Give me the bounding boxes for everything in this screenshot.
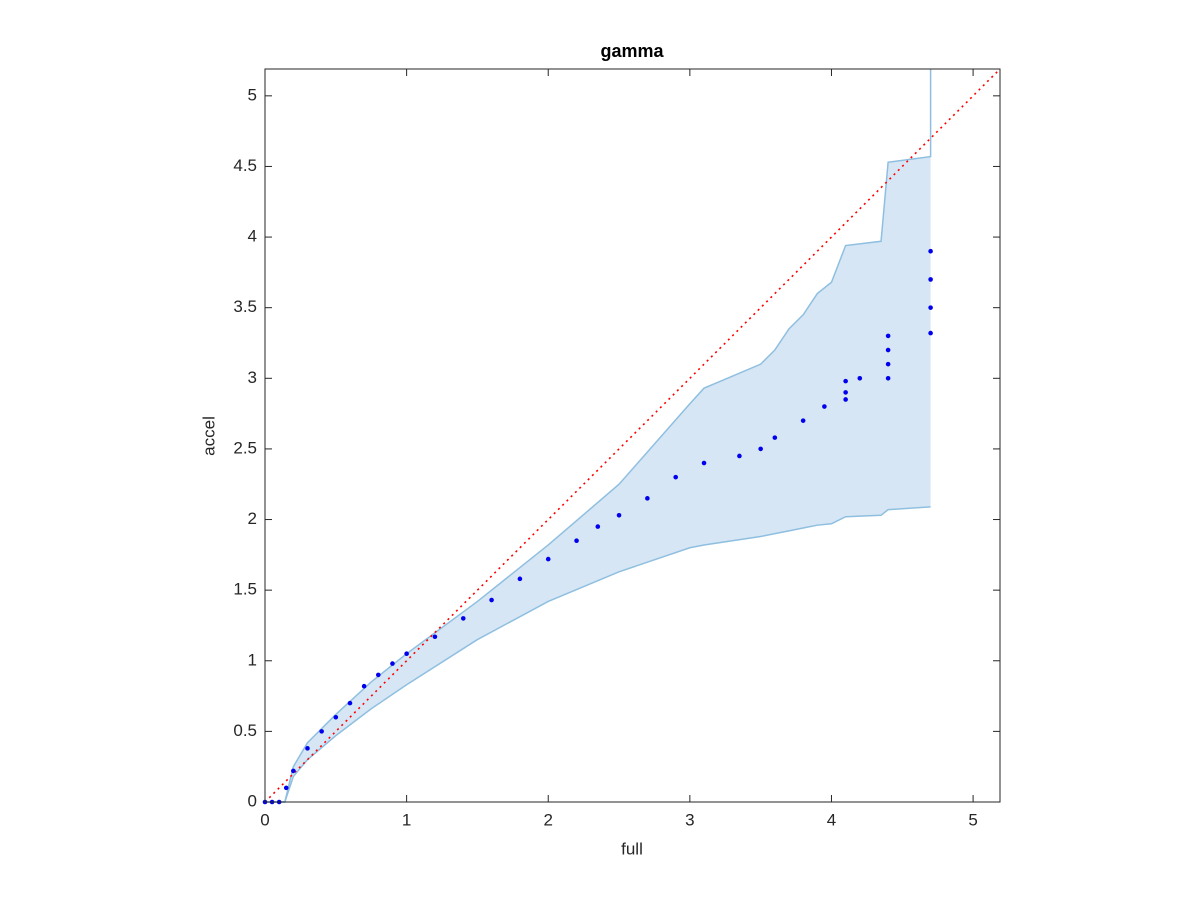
point (843, 378, 848, 384)
point (574, 538, 579, 544)
band-lower-edge (265, 506, 931, 803)
band-upper-edge (265, 69, 932, 803)
point (928, 277, 933, 282)
y-tick-label: 2.5 (233, 438, 257, 457)
point (361, 683, 367, 689)
y-tick-label: 4 (248, 227, 257, 246)
plot-frame (264, 68, 1001, 803)
point (390, 661, 395, 666)
point (283, 785, 289, 791)
point (758, 446, 763, 452)
point (701, 460, 707, 466)
point (545, 556, 551, 562)
y-tick-label: 3 (248, 368, 257, 387)
chart-title: gamma (600, 41, 664, 61)
x-tick-label: 5 (968, 810, 977, 829)
point (291, 768, 296, 774)
point (645, 496, 650, 501)
y-axis-label: accel (199, 416, 218, 456)
point (822, 404, 827, 409)
point (843, 397, 848, 402)
point (404, 651, 409, 657)
point (928, 330, 933, 336)
point (333, 714, 339, 720)
y-tick-label: 3.5 (233, 297, 257, 316)
x-axis-label: full (621, 839, 643, 858)
point (305, 746, 310, 751)
point (857, 376, 863, 381)
point (432, 634, 438, 640)
y-tick-label: 2 (248, 509, 257, 528)
point (737, 453, 742, 459)
point (347, 700, 353, 706)
point (673, 474, 678, 480)
point (928, 305, 933, 310)
y-tick-label: 5 (248, 85, 257, 104)
point (517, 576, 523, 582)
point (616, 512, 622, 518)
point (772, 435, 778, 440)
point (843, 390, 848, 395)
point (489, 597, 494, 603)
band-area (265, 69, 931, 802)
x-tick-label: 2 (544, 810, 553, 829)
reference-line (264, 68, 1001, 803)
point (319, 729, 324, 734)
y-tick-label: 0.5 (233, 721, 257, 740)
x-tick-label: 3 (685, 810, 694, 829)
point (375, 672, 381, 678)
x-tick-label: 4 (827, 810, 836, 829)
y-tick-label: 1.5 (233, 580, 257, 599)
point (885, 376, 891, 381)
point (885, 347, 891, 353)
point (885, 361, 891, 367)
x-tick-label: 0 (260, 810, 269, 829)
point (885, 333, 891, 339)
x-tick-label: 1 (402, 810, 411, 829)
point (595, 524, 601, 529)
y-tick-label: 0 (248, 791, 257, 810)
point (928, 248, 933, 254)
y-tick-label: 1 (248, 650, 257, 669)
point (800, 418, 806, 423)
y-tick-label: 4.5 (233, 156, 257, 175)
point (460, 616, 466, 621)
